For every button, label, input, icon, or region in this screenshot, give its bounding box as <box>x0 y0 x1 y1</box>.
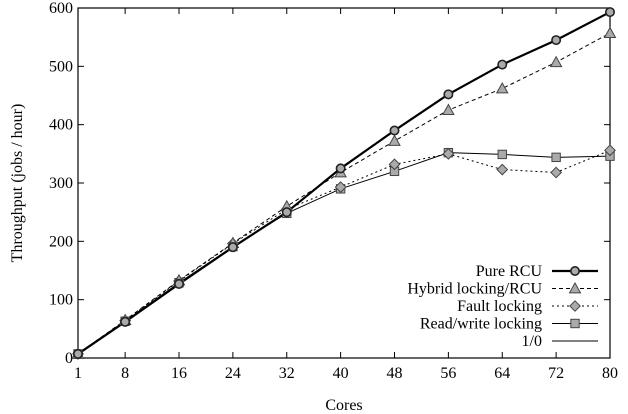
data-point <box>551 35 562 46</box>
x-tick-labels: 1 8 16 24 32 40 48 56 64 72 80 <box>74 365 618 382</box>
data-point <box>281 207 292 218</box>
x-tick-label: 64 <box>494 365 510 382</box>
series-markers <box>71 7 617 360</box>
legend-label: Pure RCU <box>476 263 543 280</box>
data-point <box>120 316 131 327</box>
legend-marker <box>568 281 582 294</box>
data-point <box>388 158 401 171</box>
legend-label: 1/0 <box>522 333 542 350</box>
y-tick-labels: 0 100 200 300 400 500 600 <box>49 0 73 367</box>
data-point <box>389 125 400 136</box>
y-tick-label: 400 <box>49 117 73 134</box>
data-point <box>551 152 561 163</box>
x-tick-label: 8 <box>121 365 129 382</box>
y-tick-label: 300 <box>49 175 73 192</box>
x-tick-label: 72 <box>548 365 564 382</box>
x-tick-label: 80 <box>602 365 618 382</box>
data-point <box>497 59 508 70</box>
data-point <box>73 348 84 359</box>
x-tick-label: 32 <box>279 365 295 382</box>
data-point <box>495 81 509 94</box>
legend-label: Read/write locking <box>420 316 542 333</box>
legend-marker <box>569 265 580 276</box>
legend-label: Hybrid locking/RCU <box>407 281 542 298</box>
data-point <box>549 55 563 68</box>
x-tick-label: 40 <box>333 365 349 382</box>
series-line <box>77 32 611 355</box>
legend-label: Fault locking <box>457 298 542 315</box>
data-point <box>603 26 617 38</box>
x-tick-label: 24 <box>225 365 241 382</box>
x-tick-label: 48 <box>387 365 403 382</box>
data-point <box>604 7 615 18</box>
legend-marker <box>569 300 581 312</box>
x-tick-label: 16 <box>171 365 187 382</box>
data-point <box>443 89 454 100</box>
data-point <box>442 103 455 115</box>
data-point <box>550 166 563 179</box>
x-tick-label: 1 <box>74 365 82 382</box>
data-point <box>497 149 507 160</box>
data-point <box>388 134 401 146</box>
y-axis-label: Throughput (jobs / hour) <box>9 104 26 263</box>
y-tick-label: 500 <box>49 58 73 75</box>
data-point <box>335 163 346 174</box>
x-tick-label: 56 <box>440 365 456 382</box>
data-point <box>227 242 238 253</box>
data-point <box>174 278 185 289</box>
data-point <box>496 163 509 176</box>
y-tick-label: 200 <box>49 233 73 250</box>
y-tick-label: 0 <box>65 350 73 367</box>
y-tick-label: 100 <box>49 292 73 309</box>
y-tick-label: 600 <box>49 0 73 17</box>
x-axis-label: Cores <box>325 397 362 414</box>
data-point <box>334 181 347 193</box>
data-point <box>442 147 455 160</box>
data-point <box>604 144 616 157</box>
legend-marker <box>570 318 580 329</box>
